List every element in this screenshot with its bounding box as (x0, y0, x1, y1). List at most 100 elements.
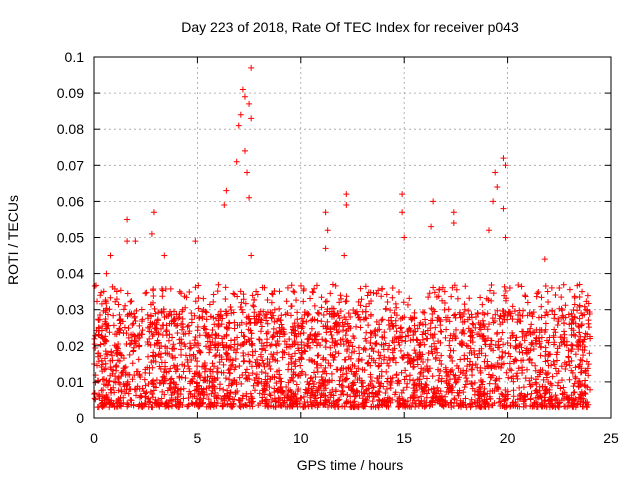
data-point (339, 378, 346, 385)
data-point (577, 401, 584, 408)
data-point (353, 323, 360, 330)
data-point (188, 357, 195, 364)
data-point (292, 327, 299, 334)
x-axis-title: GPS time / hours (297, 457, 404, 473)
data-point (339, 319, 346, 326)
data-point (537, 352, 544, 359)
data-point (110, 367, 117, 374)
data-point (188, 344, 195, 351)
data-point (278, 378, 285, 385)
data-point (502, 287, 509, 294)
data-point (268, 290, 275, 297)
data-point (331, 354, 338, 361)
data-point (229, 403, 236, 410)
data-point (136, 343, 143, 350)
data-point (468, 396, 475, 403)
data-point (176, 314, 183, 321)
data-point (175, 404, 182, 411)
data-point (437, 322, 444, 329)
data-point (572, 364, 579, 371)
data-point (468, 349, 475, 356)
data-point (247, 319, 254, 326)
data-point (401, 401, 408, 408)
data-point (571, 380, 578, 387)
data-point (206, 349, 213, 356)
data-point (406, 295, 413, 302)
data-point (126, 310, 133, 317)
data-point (437, 388, 444, 395)
data-point (189, 378, 196, 385)
data-point (238, 299, 245, 306)
data-point (324, 227, 331, 234)
data-point (452, 326, 459, 333)
data-point (291, 360, 298, 367)
data-point (542, 326, 549, 333)
data-point (213, 368, 220, 375)
data-point (100, 307, 107, 314)
data-point (160, 373, 167, 380)
data-point (147, 341, 154, 348)
data-point (168, 320, 175, 327)
data-point (443, 326, 450, 333)
data-point (586, 350, 593, 357)
data-point (393, 304, 400, 311)
data-point (243, 374, 250, 381)
data-point (257, 328, 264, 335)
data-point (230, 400, 237, 407)
data-point (561, 320, 568, 327)
data-point (372, 404, 379, 411)
data-point (309, 316, 316, 323)
data-point (300, 318, 307, 325)
data-point (136, 371, 143, 378)
data-point (208, 332, 215, 339)
data-point (527, 325, 534, 332)
data-point (111, 342, 118, 349)
data-point (128, 401, 135, 408)
data-point (409, 399, 416, 406)
y-tick-label: 0.02 (57, 338, 84, 354)
data-point (378, 293, 385, 300)
data-point (174, 387, 181, 394)
data-point (154, 340, 161, 347)
data-point (532, 337, 539, 344)
data-point (315, 384, 322, 391)
data-point (376, 398, 383, 405)
data-point (288, 329, 295, 336)
data-point (168, 375, 175, 382)
data-point (328, 332, 335, 339)
data-point (439, 397, 446, 404)
data-point (469, 320, 476, 327)
data-point (274, 349, 281, 356)
data-point (252, 348, 259, 355)
data-point (376, 321, 383, 328)
data-point (231, 396, 238, 403)
data-point (426, 290, 433, 297)
data-point (124, 216, 131, 223)
data-point (550, 358, 557, 365)
data-point (437, 339, 444, 346)
data-point (342, 298, 349, 305)
data-point (358, 379, 365, 386)
data-point (309, 389, 316, 396)
data-point (536, 340, 543, 347)
data-point (454, 389, 461, 396)
data-point (505, 374, 512, 381)
data-point (433, 345, 440, 352)
data-point (485, 363, 492, 370)
data-point (266, 391, 273, 398)
data-point (259, 346, 266, 353)
data-point (451, 395, 458, 402)
data-point (527, 347, 534, 354)
data-point (167, 308, 174, 315)
data-point (559, 390, 566, 397)
data-point (282, 311, 289, 318)
data-point (111, 285, 118, 292)
data-point (277, 383, 284, 390)
data-point (162, 363, 169, 370)
data-point (128, 337, 135, 344)
data-point (240, 296, 247, 303)
data-point (307, 375, 314, 382)
data-point (256, 312, 263, 319)
data-point (91, 390, 98, 397)
data-point (311, 285, 318, 292)
